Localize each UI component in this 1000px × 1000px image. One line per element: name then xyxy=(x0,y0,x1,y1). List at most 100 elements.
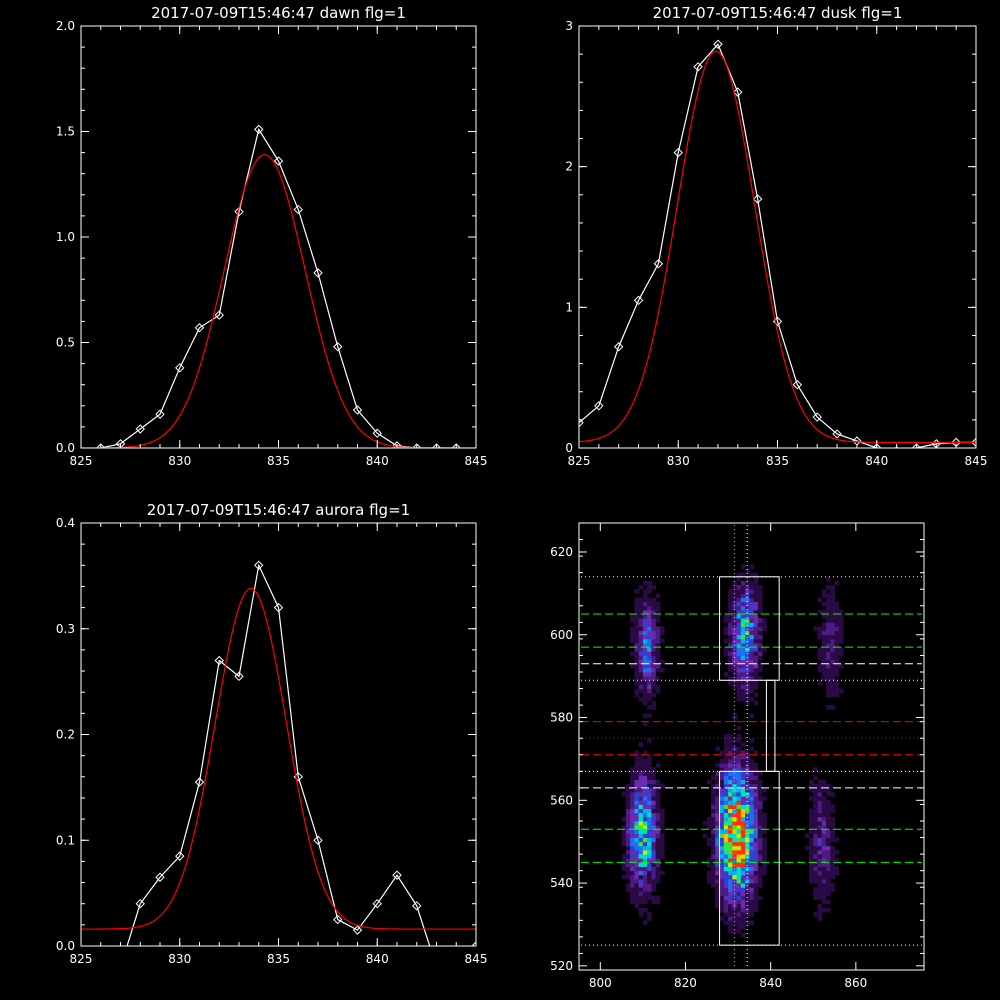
heatmap-cell xyxy=(647,663,652,669)
y-tick-label: 2.0 xyxy=(56,19,75,33)
heatmap-cell xyxy=(838,663,844,669)
heatmap-cell xyxy=(826,874,831,880)
heatmap-cell xyxy=(715,812,720,818)
heatmap-cell xyxy=(728,858,733,863)
heatmap-cell xyxy=(817,854,823,859)
heatmap-cell xyxy=(655,862,661,867)
fit-line xyxy=(81,587,476,930)
heatmap-cell xyxy=(821,845,827,851)
heatmap-cell xyxy=(621,874,627,880)
heatmap-cell xyxy=(757,812,763,818)
data-point xyxy=(733,87,743,97)
y-tick-label: 1.0 xyxy=(56,230,75,244)
heatmap-cell xyxy=(757,779,763,785)
heatmap-cell xyxy=(821,667,827,673)
heatmap-cell xyxy=(706,862,712,867)
heatmap-cell xyxy=(719,849,725,855)
heatmap-cell xyxy=(740,841,746,847)
heatmap-cell xyxy=(740,845,746,851)
heatmap-cell xyxy=(719,804,725,809)
heatmap-cell xyxy=(817,597,823,603)
heatmap-cell xyxy=(804,833,810,838)
heatmap-cell xyxy=(736,655,742,660)
heatmap-cell xyxy=(625,833,631,838)
heatmap-cell xyxy=(723,792,729,797)
heatmap-cell xyxy=(728,622,733,627)
heatmap-cell xyxy=(642,775,648,781)
heatmap-cell xyxy=(740,655,746,660)
heatmap-cell xyxy=(821,796,827,801)
heatmap-cell xyxy=(638,841,644,847)
heatmap-cell xyxy=(651,899,657,905)
heatmap-cell xyxy=(762,626,767,632)
heatmap-cell xyxy=(655,833,661,838)
heatmap-cell xyxy=(830,672,835,677)
heatmap-cell xyxy=(651,849,657,855)
heatmap-cell xyxy=(753,589,759,594)
data-point xyxy=(175,363,185,373)
heatmap-cell xyxy=(634,804,640,809)
heatmap-cell xyxy=(630,887,635,892)
heatmap-cell xyxy=(732,866,737,872)
heatmap-cell xyxy=(647,651,652,656)
heatmap-cell xyxy=(826,783,831,789)
heatmap-cell xyxy=(630,767,635,772)
heatmap-cell xyxy=(630,812,635,818)
heatmap-cell xyxy=(821,589,827,594)
heatmap-cell xyxy=(642,771,648,776)
data-point xyxy=(392,870,402,880)
heatmap-cell xyxy=(745,837,750,843)
heatmap-cell xyxy=(821,643,827,648)
heatmap-cell xyxy=(630,858,635,863)
heatmap-cell xyxy=(647,833,652,838)
heatmap-cell xyxy=(634,680,640,685)
heatmap-cell xyxy=(830,601,835,607)
heatmap-cell xyxy=(642,821,648,826)
heatmap-cell xyxy=(723,845,729,851)
heatmap-cell xyxy=(728,742,733,747)
heatmap-cell xyxy=(732,680,737,685)
chart-title: 2017-07-09T15:46:47 aurora flg=1 xyxy=(147,501,410,519)
heatmap-cell xyxy=(655,676,661,681)
heatmap-cell xyxy=(625,787,631,793)
plot-area xyxy=(579,39,976,448)
heatmap-cell xyxy=(809,825,814,830)
heatmap-cell xyxy=(625,887,631,892)
heatmap-cell xyxy=(625,821,631,826)
heatmap-cell xyxy=(753,775,759,781)
heatmap-cell xyxy=(647,605,652,611)
heatmap-cell xyxy=(749,907,755,913)
y-tick-label: 1.5 xyxy=(56,125,75,139)
heatmap-cell xyxy=(736,907,742,913)
heatmap-cell xyxy=(719,775,725,781)
x-tick-label: 835 xyxy=(267,952,290,966)
heatmap-cell xyxy=(740,634,746,640)
heatmap-cell xyxy=(817,821,823,826)
heatmap-cell xyxy=(817,849,823,855)
heatmap-cell xyxy=(621,854,627,859)
data-point xyxy=(431,443,442,448)
heatmap-cell xyxy=(736,663,742,669)
heatmap-cell xyxy=(809,837,814,843)
heatmap-cell xyxy=(634,825,640,830)
heatmap-cell xyxy=(745,808,750,814)
heatmap-cell xyxy=(732,821,737,826)
heatmap-cell xyxy=(736,849,742,855)
heatmap-cell xyxy=(740,895,746,901)
heatmap-cell xyxy=(638,643,644,648)
heatmap-cell xyxy=(634,771,640,776)
data-point xyxy=(194,777,205,787)
heatmap-cell xyxy=(638,742,644,747)
heatmap-cell xyxy=(630,845,635,851)
heatmap-cell xyxy=(740,742,746,747)
heatmap-cell xyxy=(630,663,635,669)
heatmap-cell xyxy=(821,862,827,867)
heatmap-cell xyxy=(813,783,818,789)
heatmap-cell xyxy=(651,676,657,681)
heatmap-cell xyxy=(732,593,737,598)
heatmap-cell xyxy=(728,883,733,888)
heatmap-cell xyxy=(838,626,844,632)
heatmap-cell xyxy=(655,779,661,785)
heatmap-cell xyxy=(732,630,737,636)
heatmap-cell xyxy=(659,833,665,838)
